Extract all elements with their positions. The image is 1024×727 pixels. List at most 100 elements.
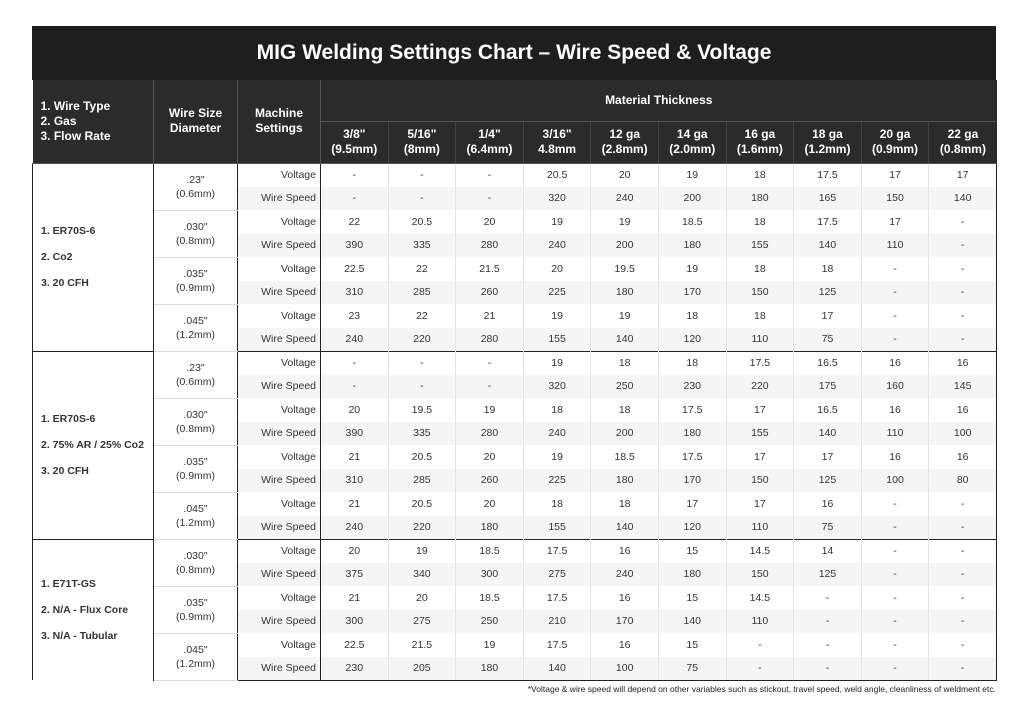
value-cell: 210 [523, 609, 592, 633]
value-cell: 17 [793, 304, 862, 328]
value-cell: 18 [590, 492, 659, 516]
value-cell: 110 [726, 327, 795, 351]
value-cell: - [928, 257, 998, 281]
value-cell: 16 [928, 398, 998, 422]
value-cell: 100 [861, 468, 930, 492]
value-cell: - [861, 609, 930, 633]
wire-size: .030" [183, 220, 208, 233]
value-cell: 18 [726, 210, 795, 234]
value-cell: - [928, 492, 998, 516]
value-cell: 16.5 [793, 350, 862, 375]
value-cell: 23 [320, 304, 389, 328]
value-cell: 16 [928, 350, 998, 375]
wire-size: .23" [186, 173, 205, 186]
value-cell: 285 [388, 468, 457, 492]
group-label: 3. 20 CFH [41, 277, 89, 289]
wire-size: .045" [183, 643, 208, 656]
value-cell: - [388, 350, 457, 375]
wire-size-cell: .23" (0.6mm) [153, 163, 238, 211]
value-cell: 15 [658, 538, 727, 563]
value-cell: 18 [658, 304, 727, 328]
header-thickness-8: 20 ga (0.9mm) [861, 121, 930, 164]
value-cell: 20 [388, 586, 457, 610]
group-label: 2. Co2 [41, 251, 73, 263]
value-cell: 155 [726, 421, 795, 445]
value-cell: 17.5 [523, 633, 592, 657]
wire-size-metric: (0.6mm) [175, 375, 216, 388]
header-thickness-9: 22 ga (0.8mm) [928, 121, 997, 164]
value-cell: 17.5 [523, 586, 592, 610]
table-row: Wire Speed 240 220 180 155 140 120 110 75- - [33, 515, 998, 539]
wire-size-cell: .035" (0.9mm) [153, 445, 238, 493]
value-cell: 310 [320, 468, 389, 492]
wire-size-cell: .030" (0.8mm) [153, 538, 238, 587]
value-cell: 16 [928, 445, 998, 469]
value-cell: 19 [590, 304, 659, 328]
value-cell: 240 [523, 421, 592, 445]
setting-label: Wire Speed [237, 327, 321, 351]
value-cell: 17 [861, 163, 930, 187]
value-cell: 335 [388, 233, 457, 257]
value-cell: - [861, 656, 930, 681]
table-row: Wire Speed 375 340 300 275 240 180 150 125- - [33, 562, 998, 586]
value-cell: 320 [523, 186, 592, 210]
value-cell: 375 [320, 562, 389, 586]
value-cell: 240 [320, 515, 389, 539]
value-cell: 21 [320, 586, 389, 610]
table-row: Wire Speed 300 275 250 210 170 140 110- - - [33, 609, 998, 633]
wire-size-metric: (0.9mm) [175, 469, 216, 482]
header-thickness-5: 14 ga (2.0mm) [658, 121, 727, 164]
value-cell: 19 [658, 163, 727, 187]
value-cell: 100 [590, 656, 659, 681]
wire-size-cell: .035" (0.9mm) [153, 586, 238, 634]
value-cell: 145 [928, 374, 998, 398]
value-cell: 110 [861, 421, 930, 445]
value-cell: 20 [320, 398, 389, 422]
table-row: Wire Speed - - -320 250 230 220 175 160 145 [33, 374, 998, 398]
thickness-label: 1/4" [478, 127, 501, 141]
setting-label: Wire Speed [237, 233, 321, 257]
setting-label: Wire Speed [237, 515, 321, 539]
value-cell: 240 [590, 186, 659, 210]
thickness-label: 16 ga [744, 127, 776, 141]
header-machine-settings-line1: Machine [254, 106, 303, 121]
value-cell: 17 [726, 398, 795, 422]
value-cell: 175 [793, 374, 862, 398]
thickness-label: 5/16" [407, 127, 437, 141]
value-cell: - [861, 304, 930, 328]
wire-size-metric: (1.2mm) [175, 657, 216, 670]
value-cell: 15 [658, 586, 727, 610]
wire-size: .045" [183, 314, 208, 327]
wire-size: .030" [183, 549, 208, 562]
wire-size: .035" [183, 596, 208, 609]
header-wire-size: Wire Size Diameter [153, 80, 238, 164]
value-cell: 180 [455, 656, 524, 681]
table-row: Wire Speed 240 220 280 155 140 120 110 75- - [33, 327, 998, 351]
value-cell: 200 [658, 186, 727, 210]
value-cell: 21.5 [455, 257, 524, 281]
value-cell: 170 [658, 468, 727, 492]
value-cell: 19 [523, 210, 592, 234]
value-cell: 150 [861, 186, 930, 210]
value-cell: 19 [455, 633, 524, 657]
value-cell: 17 [658, 492, 727, 516]
header-thickness-4: 12 ga (2.8mm) [590, 121, 659, 164]
value-cell: - [455, 163, 524, 187]
value-cell: 110 [726, 609, 795, 633]
wire-size-metric: (0.8mm) [175, 234, 216, 247]
value-cell: 21.5 [388, 633, 457, 657]
value-cell: 220 [726, 374, 795, 398]
setting-label: Wire Speed [237, 562, 321, 586]
value-cell: 16 [861, 350, 930, 375]
value-cell: 140 [793, 421, 862, 445]
value-cell: 20 [523, 257, 592, 281]
header-thickness-7: 18 ga (1.2mm) [793, 121, 862, 164]
chart-title: MIG Welding Settings Chart – Wire Speed … [32, 26, 996, 80]
value-cell: - [320, 163, 389, 187]
value-cell: 180 [658, 233, 727, 257]
value-cell: 18 [523, 492, 592, 516]
value-cell: 340 [388, 562, 457, 586]
thickness-metric: (2.8mm) [601, 142, 648, 156]
group-label: 3. 20 CFH [41, 465, 89, 477]
value-cell: 250 [455, 609, 524, 633]
